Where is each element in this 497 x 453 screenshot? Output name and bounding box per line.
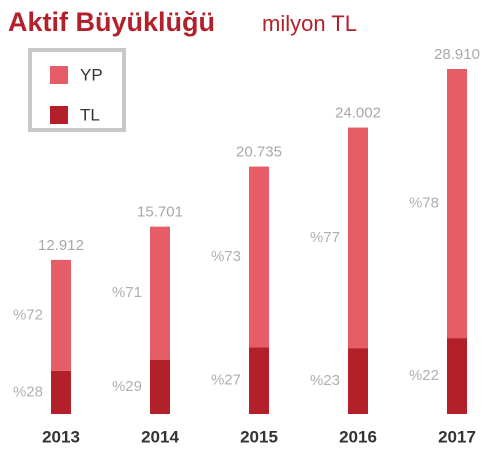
segment-label: %72 — [13, 306, 43, 323]
chart-title: Aktif Büyüklüğü — [8, 7, 215, 37]
segment-label: %23 — [310, 372, 340, 389]
total-label: 20.735 — [236, 144, 282, 161]
legend-box — [28, 48, 126, 132]
bar-segment — [51, 259, 71, 371]
legend-swatch — [50, 106, 68, 124]
legend-label: TL — [80, 105, 100, 124]
total-label: 12.912 — [38, 237, 84, 254]
segment-label: %77 — [310, 229, 340, 246]
x-tick-label: 2014 — [141, 427, 179, 446]
x-tick-label: 2015 — [240, 427, 278, 446]
bar-segment — [150, 226, 170, 360]
bar-segment — [348, 127, 368, 349]
segment-label: %73 — [211, 248, 241, 265]
segment-label: %28 — [13, 383, 43, 400]
segment-label: %27 — [211, 372, 241, 389]
total-label: 15.701 — [137, 204, 183, 221]
bar-segment — [249, 166, 269, 348]
bar-segment — [447, 69, 467, 339]
bar-segment — [249, 347, 269, 414]
segment-label: %29 — [112, 378, 142, 395]
bar-segment — [447, 338, 467, 414]
bar-segment — [51, 370, 71, 414]
legend-label: YP — [80, 65, 103, 84]
chart-subtitle: milyon TL — [262, 11, 357, 36]
legend-swatch — [50, 66, 68, 84]
bar-segment — [150, 359, 170, 414]
segment-label: %71 — [112, 284, 142, 301]
segment-label: %22 — [409, 367, 439, 384]
x-tick-label: 2017 — [438, 427, 476, 446]
x-tick-label: 2016 — [339, 427, 377, 446]
x-tick-label: 2013 — [42, 427, 80, 446]
total-label: 28.910 — [434, 46, 480, 63]
total-label: 24.002 — [335, 105, 381, 122]
bar-segment — [348, 348, 368, 414]
segment-label: %78 — [409, 195, 439, 212]
